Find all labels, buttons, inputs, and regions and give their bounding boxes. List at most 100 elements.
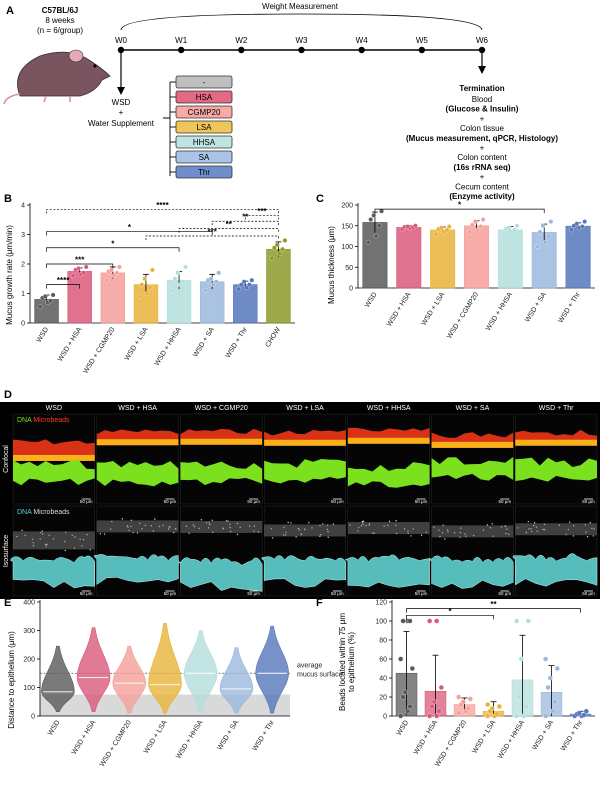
bead-speck [300,533,302,535]
data-point [427,618,433,624]
water-supplement-label: Water Supplement [88,119,155,128]
data-point [525,618,531,624]
legend-dna-iso: DNA [17,509,33,516]
image-tile [431,413,514,505]
data-point [444,227,450,233]
bead-speck [319,524,321,527]
microscopy-column-title: WSD + HSA [118,405,157,412]
x-tick-label: WSD + HSA [71,719,98,756]
y-tick-label: 50 [345,265,353,272]
data-point [236,286,242,292]
x-tick-label: WSD [396,719,411,737]
bead-speck [528,528,530,530]
f-y-label-line: to epithelium (%) [347,632,356,692]
scale-bar-label: 50 μm [164,499,177,504]
bead-speck [287,521,289,524]
bead-speck [253,525,255,527]
microbeads-dense-layer [96,439,179,446]
mouse-icon [3,49,111,105]
bead-speck [387,524,389,527]
x-tick-label: WSD + CGMP20 [434,719,468,768]
data-point [456,694,462,700]
bar [497,229,523,289]
bead-speck [322,523,324,525]
data-point [203,288,209,293]
data-point [277,251,282,257]
bead-speck [459,536,461,538]
violin [41,645,75,713]
bead-speck [99,533,102,535]
bead-speck [358,526,360,529]
bead-speck [46,543,48,546]
bead-speck [362,523,364,526]
y-tick-label: 1 [21,291,25,298]
bead-speck [32,541,35,544]
bead-speck [208,522,210,524]
week-label-w1: W1 [175,36,188,45]
significance-label: ** [490,600,497,609]
data-point [475,227,481,233]
y-tick-label: 4 [21,203,25,210]
data-point [439,225,444,231]
data-point [546,233,551,239]
bead-speck [383,525,385,527]
bead-speck [459,531,462,534]
bead-speck [533,524,535,527]
bead-speck [64,549,66,552]
bead-speck [489,527,492,529]
significance-label: * [448,607,452,616]
bead-speck [126,525,129,527]
microscopy-grid: Confocal Isosurface WSD 50 μm 50 μm WSD + HSA… [0,402,600,599]
data-point [365,240,371,245]
significance-bracket [178,228,279,233]
microscopy-column-title: WSD + Thr [539,405,574,412]
bead-speck [128,529,130,532]
violin [112,645,147,714]
bead-speck [446,529,449,531]
bead-speck [205,522,208,524]
data-point [37,304,43,310]
bead-speck [248,525,251,527]
bead-speck [169,526,171,528]
supplement-box [175,75,233,89]
data-point [368,217,374,222]
bead-speck [304,528,306,531]
termination-line: (16s rRNA seq) [453,163,510,172]
supplement-label: HSA [196,93,213,102]
scale-bar-label: 50 μm [498,499,511,504]
y-tick-label: 200 [23,657,35,664]
data-point [434,713,440,719]
x-tick-label: WSD + CGMP20 [82,326,116,375]
data-point [76,266,81,271]
dna-isosurface [512,553,598,587]
significance-bracket [374,208,545,214]
data-point [271,245,277,251]
bead-speck [229,530,232,533]
image-tile [180,413,263,505]
e-y-axis-label: Distance to epithelium (μm) [7,631,16,729]
x-tick-label: WSD + SA [531,719,555,752]
significance-bracket [244,214,279,220]
f-y-label-line: Beads located within 75 μm [338,613,347,711]
y-tick-label: 80 [379,638,387,645]
bead-speck [433,526,435,528]
bead-speck [361,520,364,523]
bead-speck [584,524,586,526]
bead-speck [472,534,475,537]
bead-speck [357,530,359,532]
microbeads-iso-layer [515,523,597,536]
x-tick-label: WSD + LSA [124,326,150,362]
dna-layer [347,462,430,488]
bead-speck [16,535,18,538]
bead-speck [442,524,444,526]
y-tick-label: 120 [375,600,387,607]
microbeads-dense-layer [180,438,263,445]
dna-isosurface [177,557,263,592]
x-tick-label: WSD [47,719,62,737]
week-dot-w2 [238,46,245,54]
bead-speck [531,530,533,533]
data-point [485,713,491,719]
chart-f: Beads located within 75 μmto epithelium … [338,600,595,768]
bead-speck [185,525,188,528]
week-dot-w1 [177,46,185,54]
